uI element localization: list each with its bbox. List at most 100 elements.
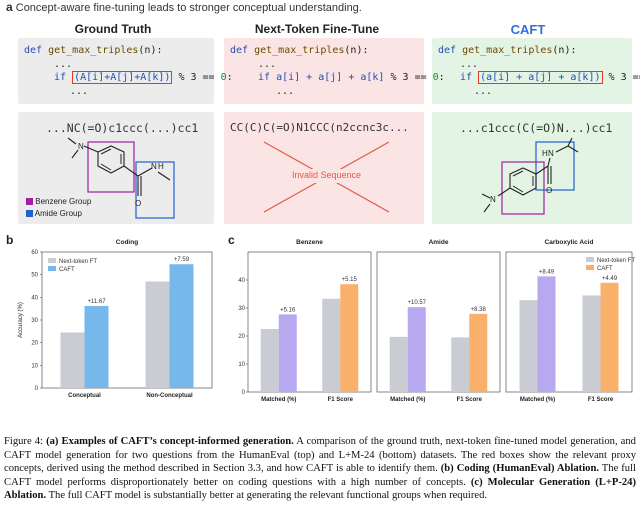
ntf-code-dots1: ... xyxy=(258,59,277,70)
legend-benzene: Benzene Group xyxy=(26,197,91,206)
mol-xtick-label: F1 Score xyxy=(328,397,354,403)
invalid-sequence-label: Invalid Sequence xyxy=(292,170,362,180)
mol-chart-title: Amide xyxy=(429,239,449,246)
gt-code-dots2: ... xyxy=(70,86,89,97)
caft-code-line1: def get_max_triples(n): xyxy=(438,45,577,56)
mol-legend-swatch xyxy=(586,265,594,270)
column-caft: CAFT xyxy=(510,22,546,37)
column-next-token: Next-Token Fine-Tune xyxy=(254,22,380,36)
caft-code-if: if (a[i] + a[j] + a[k]) % 3 == 0: xyxy=(460,71,640,84)
mol-ytick-label: 20 xyxy=(238,334,245,340)
caft-benzene-highlight xyxy=(501,161,545,215)
mol-plot-frame xyxy=(376,251,501,393)
gt-code-line1: def get_max_triples(n): xyxy=(24,45,163,56)
coding-xtick-label: Conceptual xyxy=(68,393,101,399)
caption-c-bold: (c) Molecular Generation (L+P-24) Ablati… xyxy=(4,476,637,502)
coding-legend-swatch xyxy=(48,266,56,271)
ntf-code-box xyxy=(224,38,424,104)
mol-xtick-label: Matched (%) xyxy=(261,397,296,403)
ntf-code-dots2: ... xyxy=(276,86,295,97)
panel-a-letter: a xyxy=(6,0,13,14)
coding-bar-annotation: +7.59 xyxy=(174,257,190,263)
coding-bar xyxy=(60,332,85,388)
panel-a-title-text: Concept-aware fine-tuning leads to stron… xyxy=(15,2,362,14)
mol-chart-title: Carboxylic Acid xyxy=(545,239,594,246)
mol-bar-annotation: +8.38 xyxy=(471,307,487,313)
mol-bar xyxy=(260,329,279,392)
mol-chart-title: Benzene xyxy=(296,239,323,246)
coding-legend-label: CAFT xyxy=(59,267,75,273)
coding-bar xyxy=(84,305,109,388)
gt-molecule-drawing: N O N H xyxy=(67,137,175,219)
gt-red-box: (A[i]+A[j]+A[k]) xyxy=(72,71,173,84)
ntf-molecule-box xyxy=(224,112,424,224)
coding-ytick-label: 30 xyxy=(31,318,38,324)
gt-benzene-ring xyxy=(97,145,125,174)
caft-smiles: ...c1ccc(C(=O)N...)cc1 xyxy=(460,121,613,135)
coding-ytick-label: 60 xyxy=(31,250,38,256)
caft-atom-o: O xyxy=(546,186,552,195)
gt-code-dots1: ... xyxy=(54,59,73,70)
mol-bar xyxy=(537,276,556,392)
coding-bar xyxy=(145,281,170,388)
legend-amide-swatch xyxy=(26,210,33,217)
caft-molecule-drawing: N O H N xyxy=(481,137,579,215)
gt-code-if: if (A[i]+A[j]+A[k]) % 3 == 0: xyxy=(54,71,233,84)
mol-bar-annotation: +5.16 xyxy=(280,307,296,313)
mol-bar xyxy=(451,337,470,392)
mol-bar-annotation: +8.49 xyxy=(539,269,555,275)
mol-ytick-label: 10 xyxy=(238,362,245,368)
caft-amide-highlight xyxy=(535,141,575,191)
gt-molecule-box xyxy=(18,112,214,224)
ntf-smiles: CC(C)C(=O)N1CCC(n2ccnc3c... xyxy=(230,121,409,134)
caft-benzene-ring xyxy=(509,167,537,196)
caption-b-text: The full CAFT model performs disproporti… xyxy=(4,463,636,488)
caft-atom-n2: N xyxy=(548,149,554,158)
coding-chart-title: Coding xyxy=(116,239,138,246)
gt-atom-o: O xyxy=(135,199,141,208)
caption-a-text: A comparison of the ground truth, next-t… xyxy=(4,436,636,475)
mol-xtick-label: Matched (%) xyxy=(520,397,555,403)
coding-ytick-label: 40 xyxy=(31,295,38,301)
mol-bar-annotation: +5.15 xyxy=(342,277,358,283)
coding-chart: Coding 0 10 20 30 40 50 60 Accuracy (%) +11.67 Con… xyxy=(18,239,213,399)
mol-bar xyxy=(519,300,538,392)
coding-bar-annotation: +11.67 xyxy=(87,299,106,305)
coding-xtick-label: Non-Conceptual xyxy=(146,393,193,399)
mol-bar xyxy=(340,284,359,392)
legend-amide: Amide Group xyxy=(26,209,82,218)
mol-legend-swatch xyxy=(586,257,594,262)
coding-ytick-label: 50 xyxy=(31,273,38,279)
caft-code-box xyxy=(432,38,632,104)
mol-bar xyxy=(389,336,408,392)
mol-xtick-label: Matched (%) xyxy=(390,397,425,403)
legend-benzene-swatch xyxy=(26,198,33,205)
mol-bar xyxy=(407,307,426,392)
caft-code-dots1: ... xyxy=(460,59,479,70)
invalid-cross xyxy=(263,141,390,213)
mol-ytick-label: 30 xyxy=(238,306,245,312)
panel-a-title: a Concept-aware fine-tuning leads to str… xyxy=(6,0,362,14)
ntf-code-if: if a[i] + a[j] + a[k] % 3 == 0: xyxy=(258,72,445,83)
mol-bar xyxy=(600,282,619,392)
mol-bar-annotation: +10.57 xyxy=(407,300,426,306)
mol-bar-annotation: +4.49 xyxy=(602,276,618,282)
coding-legend-label: Next-token FT xyxy=(59,259,97,265)
gt-atom-n1: N xyxy=(78,142,84,151)
mol-bar xyxy=(469,313,488,392)
caption-b-bold: (b) Coding (HumanEval) Ablation. xyxy=(440,463,599,475)
gt-atom-n2: N xyxy=(151,162,157,171)
caft-atom-h: H xyxy=(542,149,548,158)
gt-amide-highlight xyxy=(135,161,175,219)
mol-xtick-label: F1 Score xyxy=(457,397,483,403)
coding-legend-swatch xyxy=(48,258,56,263)
molecular-charts: Benzene 0 10 20 30 40 +5.16 Matched (%) +5.15 F1 … xyxy=(238,239,635,403)
caft-atom-n1: N xyxy=(490,195,496,204)
mol-plot-frame xyxy=(247,251,372,393)
caft-molecule-box xyxy=(432,112,632,224)
coding-ytick-label: 0 xyxy=(35,386,39,392)
panel-c-letter: c xyxy=(228,233,235,247)
gt-atom-h: H xyxy=(158,162,164,171)
coding-ylabel: Accuracy (%) xyxy=(18,302,24,338)
mol-xtick-label: F1 Score xyxy=(588,397,614,403)
